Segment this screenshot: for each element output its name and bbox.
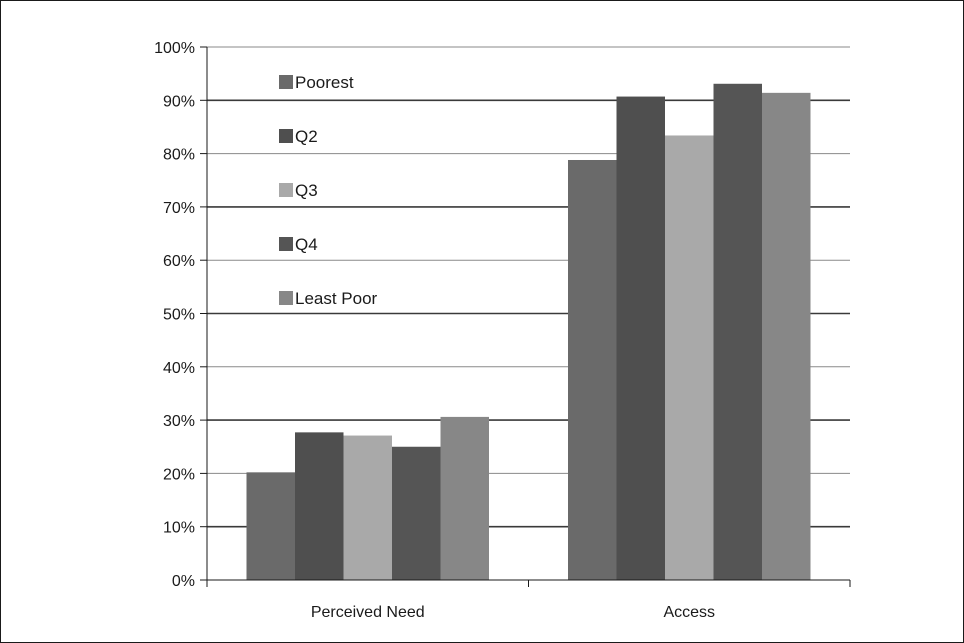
legend-swatch [279, 129, 293, 143]
legend-label: Q4 [295, 235, 318, 254]
bar [392, 446, 441, 580]
bar [762, 92, 811, 580]
y-axis-ticks: 0% 10% 20% 30% 40% 50% 60% 70% 80% 90% 100% [154, 40, 207, 590]
y-tick-label: 0% [172, 573, 195, 590]
bar [295, 432, 344, 580]
legend-swatch [279, 183, 293, 197]
legend-swatch [279, 237, 293, 251]
y-tick-label: 80% [163, 147, 195, 164]
y-tick-label: 70% [163, 200, 195, 217]
x-axis-ticks: Perceived Need Access [206, 580, 851, 621]
y-tick-label: 30% [163, 413, 195, 430]
y-tick-label: 20% [163, 466, 195, 483]
legend-label: Least Poor [295, 289, 378, 308]
y-tick-label: 90% [163, 93, 195, 110]
bar [665, 135, 714, 580]
legend-label: Q2 [295, 127, 318, 146]
bar [713, 83, 762, 580]
bar [343, 435, 392, 580]
legend: Poorest Q2 Q3 Q4 Least Poor [279, 73, 378, 308]
bars [246, 83, 811, 580]
legend-swatch [279, 291, 293, 305]
legend-label: Q3 [295, 181, 318, 200]
y-tick-label: 10% [163, 520, 195, 537]
bar [246, 472, 295, 580]
legend-label: Poorest [295, 73, 354, 92]
x-tick-label: Access [663, 604, 715, 621]
bar [568, 159, 617, 580]
legend-swatch [279, 75, 293, 89]
y-tick-label: 100% [154, 40, 195, 57]
bar [616, 96, 665, 580]
y-tick-label: 40% [163, 360, 195, 377]
bar [440, 416, 489, 580]
y-tick-label: 60% [163, 253, 195, 270]
x-tick-label: Perceived Need [311, 604, 425, 621]
y-tick-label: 50% [163, 307, 195, 324]
